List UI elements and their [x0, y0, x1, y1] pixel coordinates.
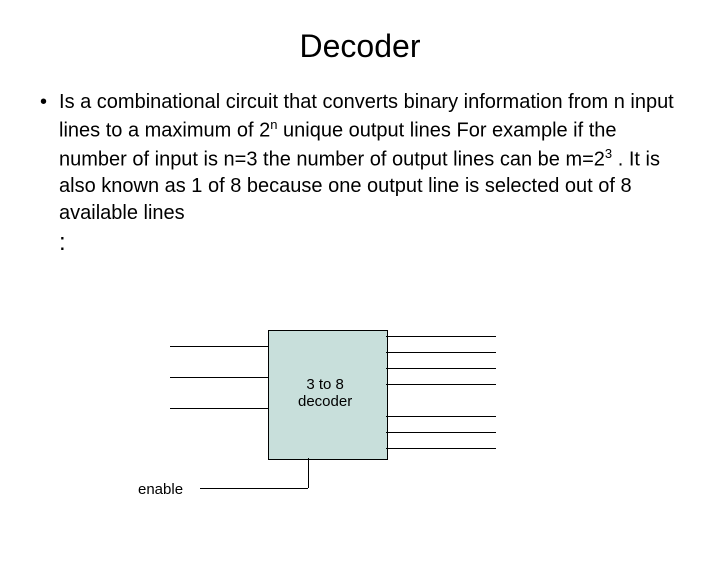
enable-line: [200, 488, 308, 489]
body-text: Is a combinational circuit that converts…: [59, 89, 680, 260]
output-line-6: [386, 448, 496, 449]
bullet-dot: •: [40, 89, 47, 116]
input-line-2: [170, 408, 268, 409]
bullet-block: • Is a combinational circuit that conver…: [40, 89, 680, 260]
output-line-2: [386, 368, 496, 369]
output-line-3: [386, 384, 496, 385]
enable-label: enable: [138, 481, 183, 498]
text-p4: :: [59, 229, 66, 256]
decoder-box-label: 3 to 8decoder: [298, 376, 352, 410]
input-line-1: [170, 377, 268, 378]
output-line-1: [386, 352, 496, 353]
enable-vline: [308, 458, 309, 488]
input-line-0: [170, 346, 268, 347]
output-line-5: [386, 432, 496, 433]
output-line-4: [386, 416, 496, 417]
output-line-0: [386, 336, 496, 337]
page-title: Decoder: [0, 28, 720, 65]
